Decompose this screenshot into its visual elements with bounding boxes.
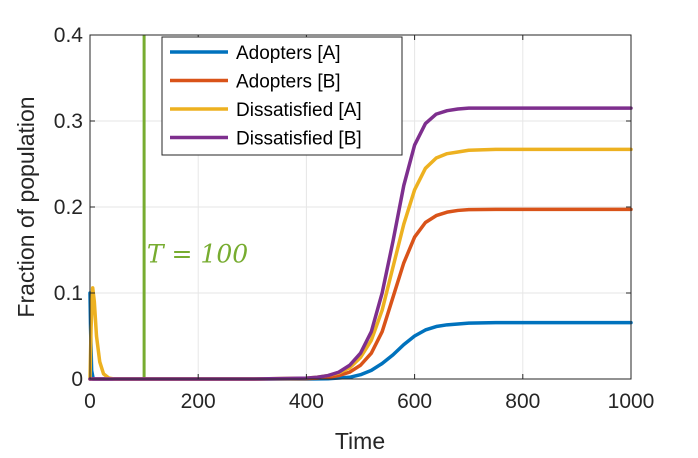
legend-entry-label: Dissatisfied [A] [236,100,362,121]
x-tick-label: 0 [84,390,96,413]
legend-box [161,36,403,156]
legend-entry-label: Adopters [B] [236,72,341,93]
legend: Adopters [A] Adopters [B] Dissatisfied [A]… [161,36,403,156]
x-tick-label: 800 [505,390,540,413]
x-tick-label: 200 [181,390,216,413]
y-axis-label: Fraction of population [13,96,39,317]
y-tick-label: 0.2 [54,196,83,219]
x-tick-label: 600 [397,390,432,413]
y-tick-label: 0.3 [54,110,83,133]
legend-entry-label: Dissatisfied [B] [236,129,362,150]
x-axis-label: Time [335,428,385,454]
x-tick-label: 400 [289,390,324,413]
x-tick-label: 1000 [608,390,655,413]
y-tick-label: 0.1 [54,282,83,305]
annotation-label: T = 100 [147,239,248,268]
y-tick-label: 0 [71,368,83,391]
legend-entry-label: Adopters [A] [236,43,341,64]
annotation-layer: T = 100 [147,239,248,268]
y-tick-label: 0.4 [54,24,84,47]
axis-ticks: 0 200 400 600 800 1000 0 0.1 0.2 0.3 0.4 [54,24,655,413]
